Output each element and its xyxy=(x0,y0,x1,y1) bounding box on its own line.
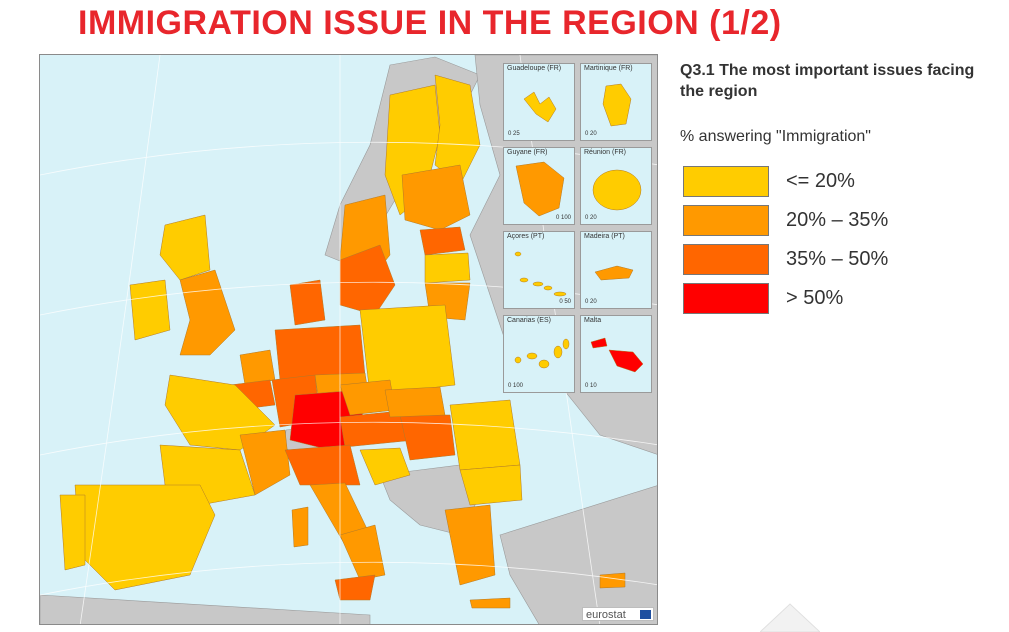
inset-label: Malta xyxy=(584,317,602,324)
legend-item: 35% – 50% xyxy=(683,244,943,283)
question-title: Q3.1 The most important issues facing th… xyxy=(680,62,975,100)
legend-label: 35% – 50% xyxy=(786,248,889,270)
inset-canarias: Canarias (ES) 0 100 xyxy=(503,315,575,393)
page-title: IMMIGRATION ISSUE IN THE REGION (1/2) xyxy=(78,4,782,42)
region-greece xyxy=(444,504,496,586)
corner-decoration-icon xyxy=(760,603,820,632)
region-bulgaria xyxy=(459,464,523,506)
region-france-east xyxy=(239,429,291,496)
inset-madeira: Madeira (PT) 0 20 xyxy=(580,231,652,309)
inset-label: Réunion (FR) xyxy=(584,149,627,156)
inset-label: Canarias (ES) xyxy=(507,317,551,324)
region-cyprus xyxy=(599,572,626,589)
inset-guyane: Guyane (FR) 0 100 xyxy=(503,147,575,225)
inset-acores: Açores (PT) 0 50 xyxy=(503,231,575,309)
legend-swatch xyxy=(683,244,769,275)
inset-label: Martinique (FR) xyxy=(584,65,633,72)
inset-scale: 0 20 xyxy=(585,299,597,305)
legend-label: <= 20% xyxy=(786,170,855,192)
region-finland-south xyxy=(401,164,471,231)
region-netherlands xyxy=(239,349,276,386)
region-germany-north xyxy=(274,324,366,381)
region-croatia xyxy=(359,447,411,486)
inset-scale: 0 100 xyxy=(555,215,571,221)
region-sicily xyxy=(334,574,376,601)
inset-label: Açores (PT) xyxy=(507,233,545,240)
legend-swatch xyxy=(683,205,769,236)
region-estonia xyxy=(419,226,466,256)
legend-item: <= 20% xyxy=(683,166,943,205)
region-hungary xyxy=(399,414,456,461)
inset-label: Guyane (FR) xyxy=(507,149,548,156)
inset-scale: 0 100 xyxy=(508,383,524,389)
inset-scale: 0 25 xyxy=(508,131,520,137)
region-england xyxy=(179,269,236,356)
region-sardinia xyxy=(291,506,309,548)
inset-scale: 0 20 xyxy=(585,131,597,137)
eu-flag-icon xyxy=(640,610,651,619)
inset-scale: 0 20 xyxy=(585,215,597,221)
legend-swatch xyxy=(683,283,769,314)
legend-label: > 50% xyxy=(786,287,844,309)
land-turkey xyxy=(499,485,657,624)
logo-text: eurostat xyxy=(586,609,626,621)
region-latvia xyxy=(424,252,471,284)
region-slovakia xyxy=(384,386,446,418)
inset-scale: 0 50 xyxy=(559,299,571,305)
land-north-africa xyxy=(40,594,371,624)
region-spain xyxy=(74,484,216,591)
inset-malta: Malta 0 10 xyxy=(580,315,652,393)
region-italy-south xyxy=(339,524,386,581)
region-romania xyxy=(449,399,521,471)
region-crete xyxy=(469,597,511,609)
inset-scale: 0 10 xyxy=(585,383,597,389)
eurostat-logo: eurostat xyxy=(582,607,654,621)
inset-reunion: Réunion (FR) 0 20 xyxy=(580,147,652,225)
inset-label: Guadeloupe (FR) xyxy=(507,65,562,72)
region-portugal xyxy=(59,494,86,571)
inset-martinique: Martinique (FR) 0 20 xyxy=(580,63,652,141)
legend-item: 20% – 35% xyxy=(683,205,943,244)
legend-item: > 50% xyxy=(683,283,943,322)
region-italy-north xyxy=(284,444,361,486)
legend-label: 20% – 35% xyxy=(786,209,889,231)
legend-subtitle: % answering "Immigration" xyxy=(680,128,871,145)
choropleth-map: Guadeloupe (FR) 0 25 Martinique (FR) 0 2… xyxy=(39,54,658,625)
inset-label: Madeira (PT) xyxy=(584,233,625,240)
inset-guadeloupe: Guadeloupe (FR) 0 25 xyxy=(503,63,575,141)
legend-swatch xyxy=(683,166,769,197)
region-denmark xyxy=(289,279,326,326)
region-poland xyxy=(359,304,456,396)
region-ireland xyxy=(129,279,171,341)
region-scotland xyxy=(159,214,211,281)
legend: <= 20% 20% – 35% 35% – 50% > 50% xyxy=(683,166,943,322)
